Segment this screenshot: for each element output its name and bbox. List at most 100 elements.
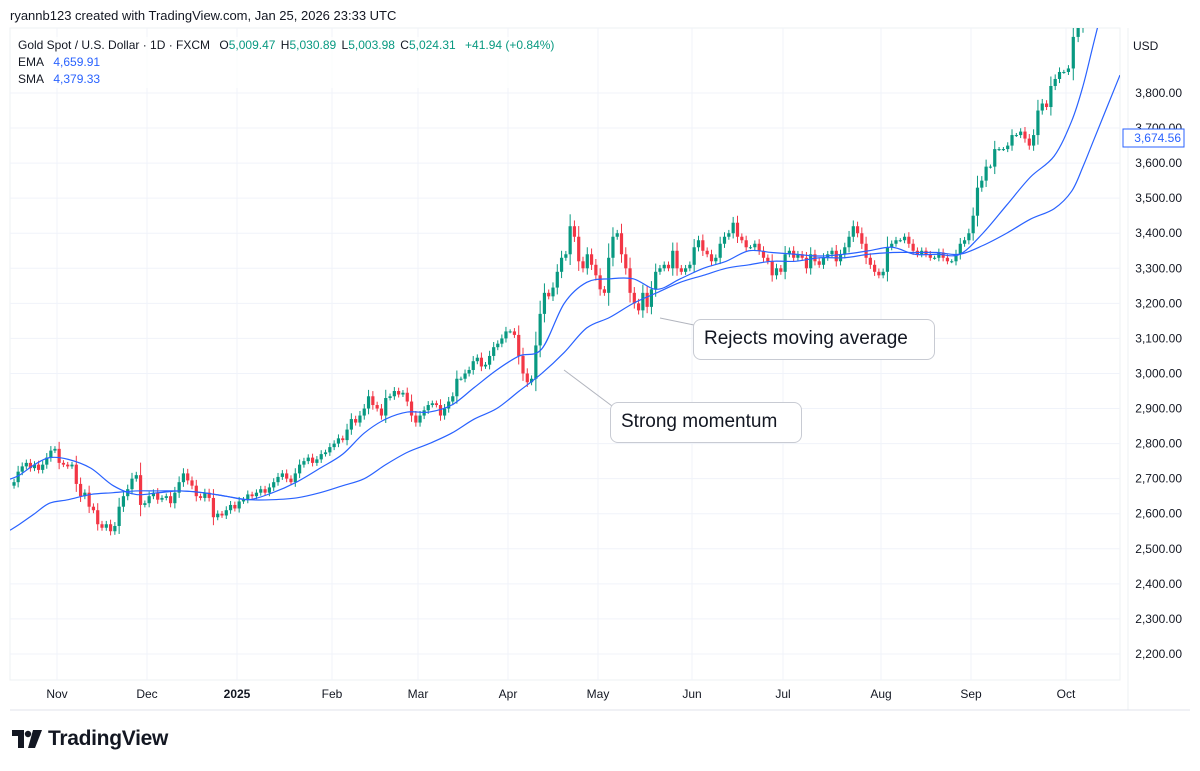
candle-down [61, 460, 66, 468]
candle-body [748, 247, 753, 249]
candle-body [104, 524, 108, 528]
candle-down [834, 244, 838, 267]
candle-up [24, 459, 28, 470]
symbol-name[interactable]: Gold Spot / U.S. Dollar · 1D · FXCM [18, 38, 211, 52]
candle-down [100, 520, 104, 531]
candle-body [658, 268, 662, 272]
candle-body [293, 473, 297, 483]
candle-body [967, 233, 971, 241]
candle-body [654, 271, 658, 290]
candle-body [666, 264, 671, 269]
candle-up [753, 240, 757, 251]
candle-down [757, 239, 761, 255]
candle-body [671, 250, 675, 269]
candle-body [517, 334, 521, 356]
candle-up [177, 476, 181, 498]
candle-body [483, 364, 488, 367]
tradingview-logo-icon [12, 730, 42, 748]
candle-body [932, 257, 937, 259]
candle-body [809, 254, 813, 269]
candle-body [662, 264, 666, 269]
ema-line[interactable] [10, 0, 1120, 501]
candle-body [624, 254, 628, 269]
candle-body [384, 398, 388, 416]
candle-body [993, 149, 997, 167]
time-tick-label: Nov [46, 687, 67, 701]
candle-body [254, 492, 259, 497]
sma-label: SMA [18, 72, 45, 86]
candle-up [890, 240, 894, 251]
symbol-legend: Gold Spot / U.S. Dollar · 1D · FXCM O5,0… [18, 37, 557, 88]
candle-up [70, 461, 74, 469]
candle-up [121, 490, 126, 512]
annotation-strong-momentum[interactable]: Strong momentum [610, 402, 802, 443]
candle-body [430, 403, 434, 406]
candle-down [602, 286, 607, 296]
candle-body [246, 494, 250, 500]
candle-up [1071, 28, 1075, 81]
price-tick-label: 2,900.00 [1135, 402, 1182, 416]
candle-down [66, 461, 70, 469]
candle-body [928, 254, 932, 258]
candle-body [471, 361, 475, 370]
candle-up [1082, 28, 1084, 33]
sma-row[interactable]: SMA 4,379.33 [18, 71, 556, 88]
candle-body [83, 492, 87, 497]
candle-up [551, 282, 555, 302]
candle-up [885, 236, 890, 282]
annotation-rejects-moving-average[interactable]: Rejects moving average [693, 319, 935, 360]
candle-down [945, 254, 950, 265]
candle-up [323, 449, 328, 457]
candle-up [280, 470, 284, 480]
candle-body [551, 287, 555, 297]
candle-up [564, 250, 568, 261]
candle-body [500, 338, 504, 344]
candle-up [585, 247, 589, 275]
candle-down [186, 468, 190, 485]
candle-body [32, 464, 37, 469]
candle-up [451, 392, 455, 406]
candle-down [624, 247, 628, 275]
candle-body [211, 497, 216, 518]
candle-down [817, 257, 821, 268]
candle-body [521, 355, 525, 374]
candle-up [442, 403, 447, 420]
tradingview-logo[interactable]: TradingView [12, 727, 168, 751]
price-tick-label: 3,800.00 [1135, 86, 1182, 100]
logo-text: TradingView [48, 727, 169, 750]
candle-down [701, 234, 705, 256]
candle-body [645, 292, 649, 307]
candle-down [263, 485, 267, 496]
candle-down [632, 287, 636, 309]
candle-body [847, 236, 851, 248]
candle-body [1006, 145, 1010, 150]
candle-down [1044, 100, 1049, 111]
candle-down [666, 261, 671, 272]
currency-label[interactable]: USD [1133, 39, 1159, 53]
candle-up [1086, 6, 1089, 16]
candle-down [354, 415, 358, 426]
candle-up [447, 396, 451, 413]
candle-body [855, 226, 860, 234]
candle-down [409, 394, 414, 422]
candle-up [319, 450, 323, 463]
candle-body [958, 243, 962, 255]
candle-up [950, 259, 954, 264]
candle-up [683, 264, 688, 275]
ema-row[interactable]: EMA 4,659.91 [18, 54, 556, 71]
sma-line[interactable] [10, 74, 1120, 531]
candle-body [117, 506, 121, 526]
candle-body [1076, 28, 1080, 37]
candle-body [1001, 149, 1005, 151]
candle-down [572, 220, 577, 242]
candle-body [366, 396, 371, 409]
candle-body [194, 485, 198, 497]
candle-body [459, 378, 463, 380]
candle-body [1086, 9, 1089, 13]
candle-down [873, 260, 877, 276]
candle-body [675, 250, 679, 269]
candle-up [332, 440, 336, 451]
candle-up [504, 326, 508, 343]
candle-body [41, 464, 45, 470]
